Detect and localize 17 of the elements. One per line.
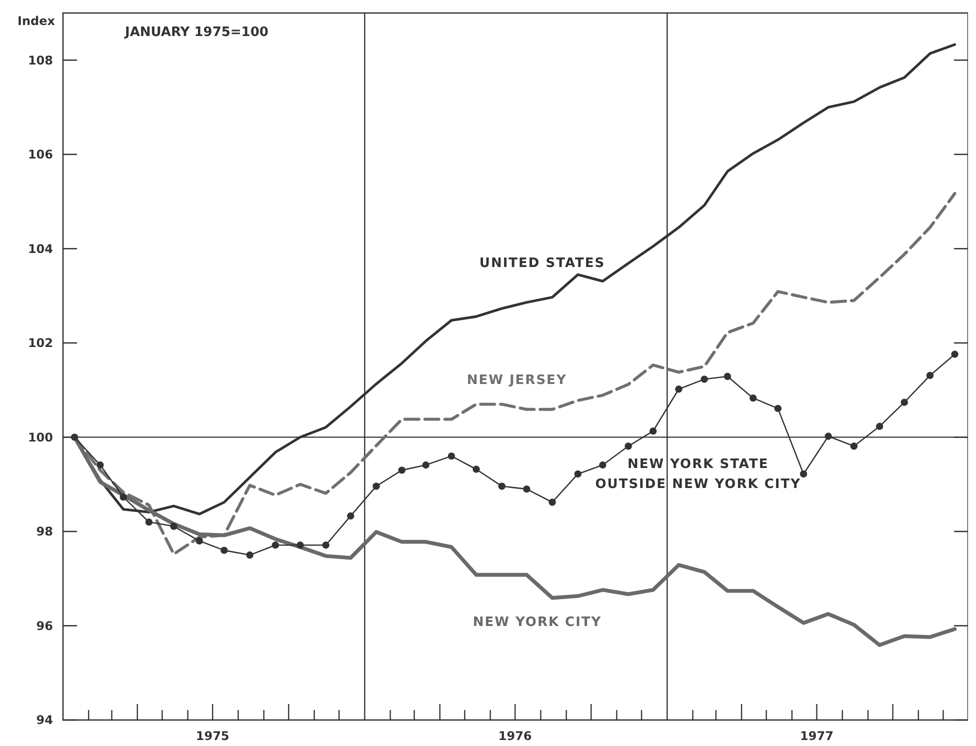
y-tick-label: 96	[36, 618, 53, 633]
series-label: UNITED STATES	[479, 256, 606, 272]
y-tick-label: 108	[28, 53, 53, 68]
series-label: NEW JERSEY	[466, 373, 567, 388]
y-axis-title: Index	[18, 14, 56, 28]
series-label: NEW YORK CITY	[472, 614, 602, 630]
y-tick-label: 94	[36, 713, 53, 728]
y-tick-label: 98	[36, 524, 53, 539]
y-tick-label: 100	[28, 430, 53, 444]
x-tick-label: 1977	[800, 729, 834, 743]
x-tick-label: 1975	[196, 729, 230, 743]
y-tick-label: 104	[28, 242, 53, 256]
annotation: JANUARY 1975=100	[124, 25, 268, 40]
series-label: NEW YORK STATE OUTSIDE NEW YORK CITY	[595, 457, 802, 492]
y-tick-label: 106	[28, 148, 53, 162]
x-tick-label: 1976	[498, 729, 532, 743]
y-tick-label: 102	[28, 336, 53, 350]
